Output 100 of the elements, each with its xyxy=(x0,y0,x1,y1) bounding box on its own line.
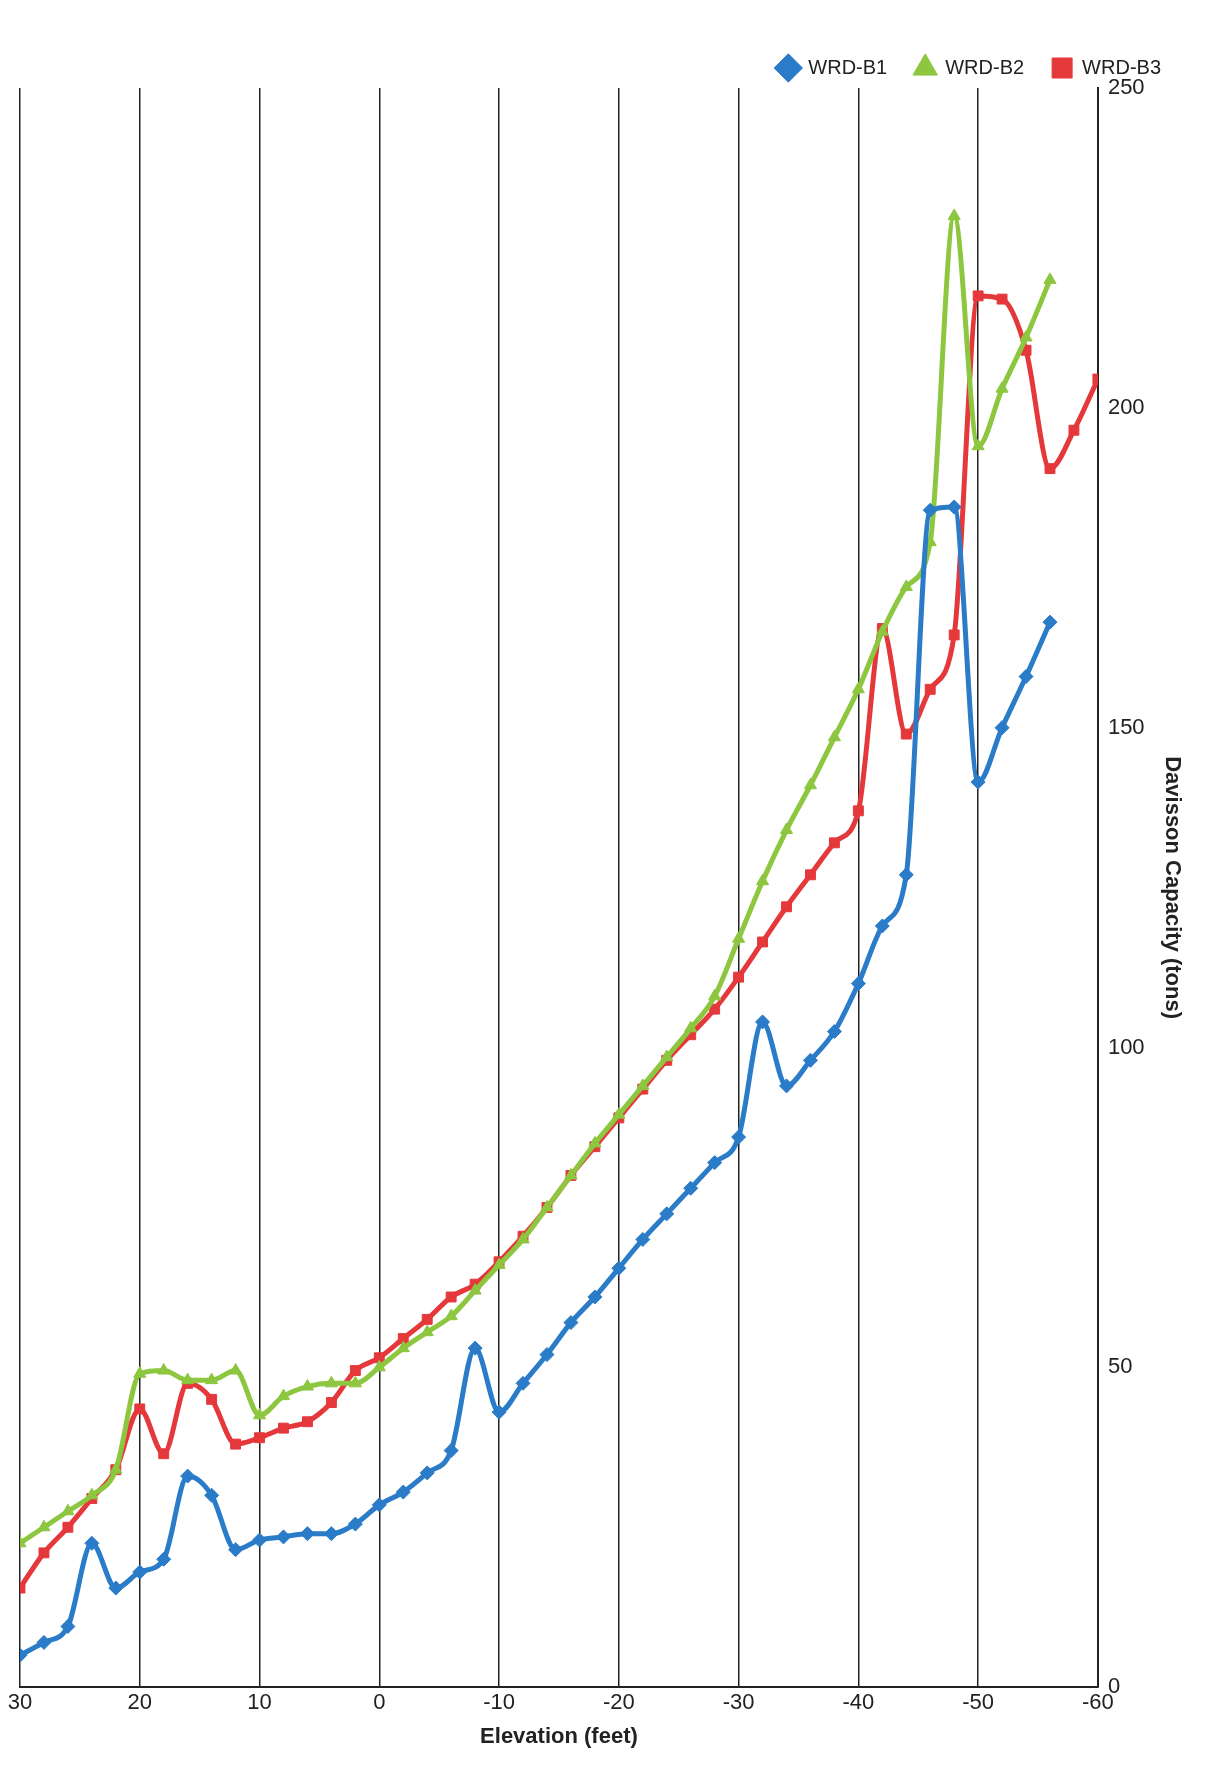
point xyxy=(826,1024,842,1040)
point xyxy=(157,1363,171,1375)
point xyxy=(419,1465,435,1481)
point xyxy=(539,1347,555,1363)
point xyxy=(252,1407,267,1420)
point xyxy=(252,1532,268,1548)
point xyxy=(38,1547,50,1559)
x-tick-label: 20 xyxy=(127,1689,153,1715)
point xyxy=(659,1206,675,1222)
point xyxy=(275,1529,291,1545)
point xyxy=(970,774,986,790)
point xyxy=(134,1403,146,1415)
y-tick-label: 150 xyxy=(1107,713,1145,739)
point xyxy=(898,867,914,883)
point xyxy=(230,1438,242,1450)
point xyxy=(1044,463,1056,475)
point xyxy=(707,1155,723,1171)
point xyxy=(1019,329,1033,342)
point xyxy=(995,381,1009,393)
point xyxy=(228,1542,244,1558)
point xyxy=(660,1049,674,1062)
point xyxy=(229,1363,243,1375)
point xyxy=(827,729,841,742)
point xyxy=(1043,272,1057,284)
point xyxy=(972,290,984,302)
y-tick-label: 50 xyxy=(1107,1353,1133,1379)
point xyxy=(468,1283,482,1295)
point xyxy=(349,1365,361,1377)
point xyxy=(84,1535,100,1551)
point xyxy=(421,1313,433,1325)
point xyxy=(85,1487,99,1500)
point xyxy=(709,1003,721,1015)
point xyxy=(900,728,912,740)
y-tick-label: 100 xyxy=(1107,1033,1145,1059)
x-tick-label: -20 xyxy=(602,1689,635,1715)
point xyxy=(348,1375,362,1388)
point xyxy=(755,873,770,886)
point xyxy=(445,1291,457,1303)
point xyxy=(37,1519,51,1532)
point xyxy=(803,777,818,790)
point xyxy=(278,1422,289,1434)
y-axis-title: Davisson Capacity (tons) xyxy=(1160,756,1186,1020)
point xyxy=(781,901,792,913)
point xyxy=(563,1315,579,1331)
point xyxy=(61,1503,75,1516)
point xyxy=(180,1468,196,1484)
point xyxy=(684,1020,698,1033)
x-axis-title: Elevation (feet) xyxy=(480,1722,638,1748)
legend-label: WRD-B2 xyxy=(945,55,1025,78)
point xyxy=(924,683,936,695)
point xyxy=(62,1521,74,1533)
point xyxy=(994,720,1010,736)
point xyxy=(133,1366,147,1378)
point xyxy=(371,1497,387,1513)
point xyxy=(731,1129,747,1145)
point xyxy=(301,1416,313,1428)
point xyxy=(852,805,864,817)
point xyxy=(611,1260,627,1276)
point xyxy=(587,1289,603,1305)
point xyxy=(805,869,816,881)
point xyxy=(276,1388,291,1401)
point xyxy=(36,1634,52,1650)
point xyxy=(732,931,746,943)
point xyxy=(922,502,938,518)
point xyxy=(132,1564,148,1580)
point xyxy=(395,1484,411,1500)
x-tick-label: -30 xyxy=(722,1689,755,1715)
point xyxy=(588,1135,602,1148)
point xyxy=(444,1308,458,1321)
point xyxy=(60,1618,76,1634)
point xyxy=(324,1375,338,1388)
point xyxy=(156,1551,172,1567)
y-tick-label: 200 xyxy=(1107,393,1145,419)
point xyxy=(108,1580,124,1596)
point xyxy=(971,438,985,451)
point xyxy=(779,1078,794,1094)
point xyxy=(947,208,961,220)
point xyxy=(779,822,794,835)
point xyxy=(204,1487,220,1503)
point xyxy=(899,579,913,591)
point xyxy=(1068,424,1080,436)
point xyxy=(420,1324,434,1337)
point xyxy=(828,837,840,849)
point xyxy=(254,1432,265,1444)
point xyxy=(996,293,1008,305)
point xyxy=(948,629,960,641)
point xyxy=(300,1379,314,1391)
point xyxy=(443,1443,459,1459)
point xyxy=(612,1107,626,1119)
point xyxy=(1042,614,1058,630)
point xyxy=(372,1359,386,1372)
x-tick-label: -40 xyxy=(842,1689,875,1715)
x-tick-label: 0 xyxy=(373,1689,386,1715)
point xyxy=(708,988,722,1001)
point xyxy=(325,1397,337,1408)
point xyxy=(635,1231,651,1247)
point xyxy=(733,971,745,983)
point xyxy=(851,681,865,694)
point xyxy=(802,1052,818,1068)
point xyxy=(515,1375,531,1391)
